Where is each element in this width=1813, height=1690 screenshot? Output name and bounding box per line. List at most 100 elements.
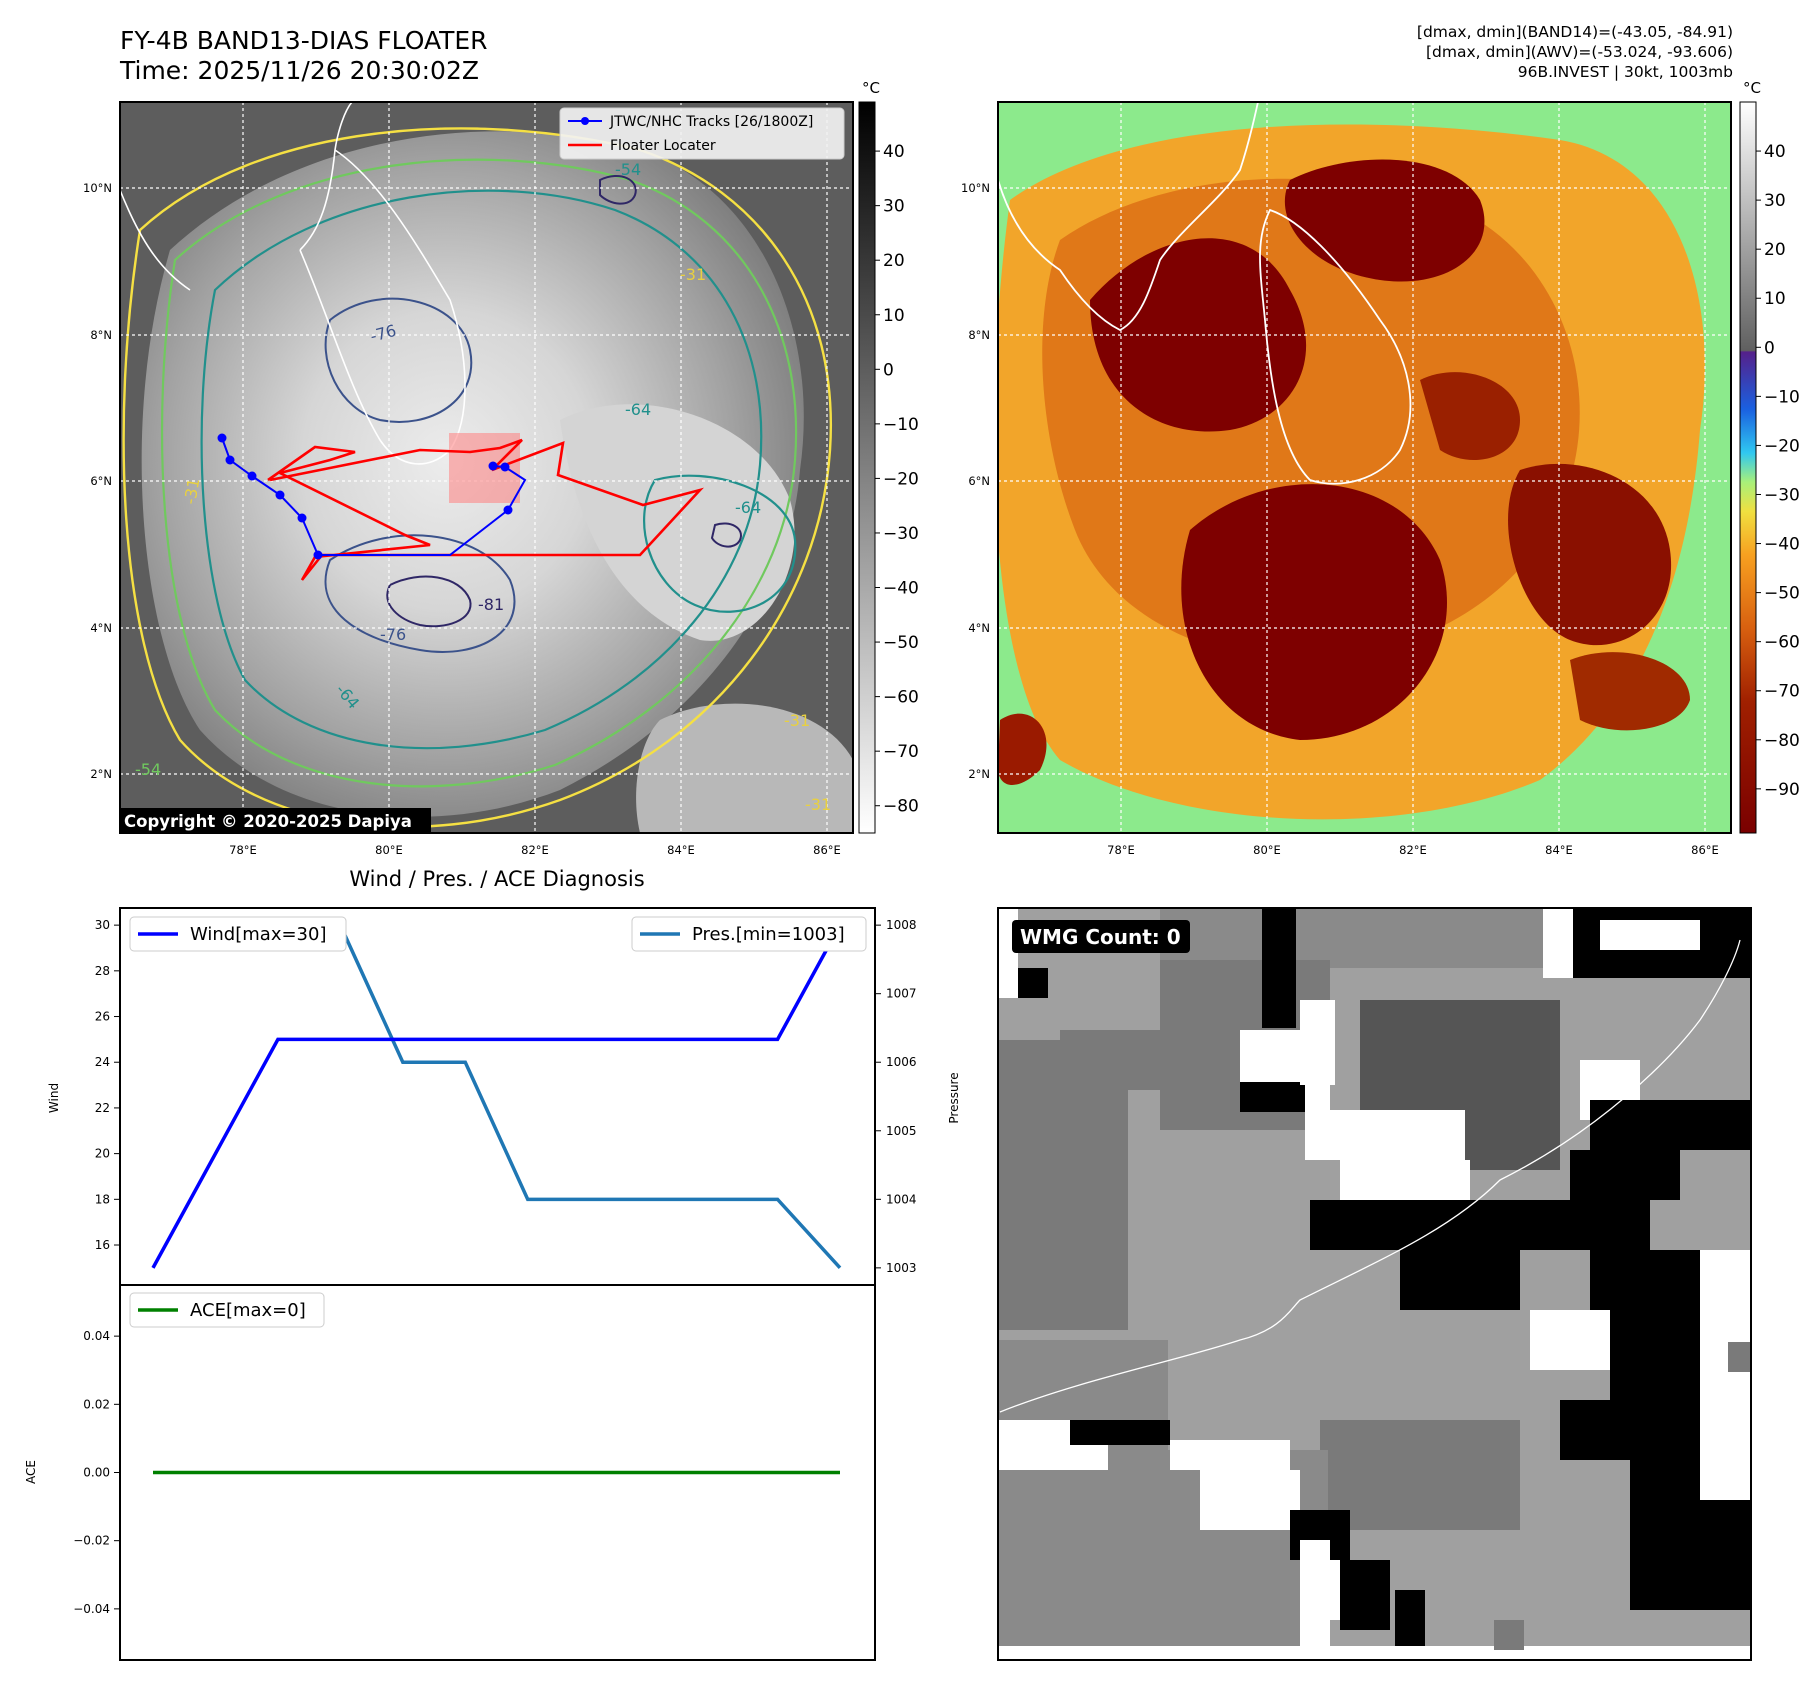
wmg-block (1494, 1620, 1524, 1650)
ace-legend-box (129, 1292, 325, 1328)
wind-series-line (151, 924, 842, 1269)
lat-tick-label: 10°N (961, 181, 990, 195)
wmg-block (998, 1646, 1751, 1660)
colorbar-tick-label: −10 (1764, 387, 1800, 407)
lon-tick-label: 82°E (1399, 843, 1427, 857)
contour-81 (386, 575, 472, 628)
wind-tick-label: 26 (95, 1010, 110, 1024)
pressure-y-label: Pressure (947, 1072, 961, 1123)
wmg-block (1160, 908, 1550, 968)
awv-coastline (998, 102, 1412, 485)
lon-tick-label: 86°E (1691, 843, 1719, 857)
wmg-block (1543, 908, 1573, 978)
colorbar-tick-label: −20 (1764, 436, 1800, 456)
wind-tick-label: 20 (95, 1147, 110, 1161)
wmg-coastline (999, 939, 1741, 1413)
colorbar-tick-label: 40 (1764, 142, 1786, 162)
wmg-block (1310, 1200, 1470, 1250)
wmg-block (1200, 1470, 1300, 1530)
legend-track-label: JTWC/NHC Tracks [26/1800Z] (609, 114, 813, 130)
awv-core-southeast (1570, 652, 1690, 731)
contour-81-east (710, 522, 742, 548)
ace-tick-label: 0.04 (83, 1329, 110, 1343)
colorbar-tick-label: −80 (1764, 731, 1800, 751)
colorbar-tick-label: 0 (883, 360, 894, 380)
colorbar-tick-label: −50 (1764, 584, 1800, 604)
colorbar-tick-label: −20 (883, 469, 919, 489)
colorbar-tick-label: 30 (883, 197, 905, 217)
wmg-block (1305, 1110, 1465, 1160)
wmg-block (1728, 1342, 1751, 1372)
lat-tick-label: 8°N (968, 328, 990, 342)
ir-cloud-east (560, 404, 795, 641)
ace-y-ticks: 0.04 0.02 0.00 −0.02 −0.04 (73, 1329, 120, 1616)
colorbar-tick-label: −60 (1764, 633, 1800, 653)
wmg-block (1018, 968, 1048, 998)
jtwc-track (221, 437, 527, 556)
awv-core-south (1181, 484, 1448, 740)
ir-colorbar-ticks: 40 30 20 10 0 −10 −20 −30 −40 −50 −60 −70 −80 (875, 142, 919, 817)
awv-core-southwest (998, 713, 1047, 785)
colorbar-tick-label: −70 (883, 742, 919, 762)
copyright-text: Copyright © 2020-2025 Dapiya (124, 812, 412, 831)
wmg-count-box (1012, 920, 1190, 953)
wmg-block (1530, 1310, 1610, 1370)
ace-tick-label: −0.04 (73, 1602, 110, 1616)
contour-label: -54 (615, 160, 641, 179)
contour-label: -31 (180, 477, 203, 506)
pressure-legend: Pres.[min=1003] (631, 916, 867, 952)
awv-core-northeast (1284, 159, 1485, 282)
contour-label: -54 (135, 760, 161, 779)
wmg-block (1340, 1560, 1390, 1630)
pressure-tick-label: 1005 (886, 1124, 917, 1138)
wind-tick-label: 24 (95, 1055, 110, 1069)
wind-tick-label: 16 (95, 1238, 110, 1252)
wind-y-ticks: 16 18 20 22 24 26 28 30 (95, 918, 120, 1252)
wmg-block (1170, 1440, 1290, 1470)
contour-label: -64 (735, 498, 761, 517)
colorbar-tick-label: 30 (1764, 191, 1786, 211)
wind-tick-label: 22 (95, 1101, 110, 1115)
colorbar-tick-label: −10 (883, 415, 919, 435)
wmg-block (1570, 1150, 1680, 1200)
awv-colorbar-scale (1739, 101, 1757, 834)
wind-tick-label: 28 (95, 964, 110, 978)
awv-core-mid (1420, 372, 1520, 460)
lat-tick-label: 2°N (90, 767, 112, 781)
wind-legend-box (129, 916, 347, 952)
ir-legend: JTWC/NHC Tracks [26/1800Z] Floater Locat… (559, 107, 845, 160)
ace-chart: 0.04 0.02 0.00 −0.02 −0.04 ACE ACE[max=0] (24, 1284, 876, 1661)
colorbar-tick-label: −80 (883, 797, 919, 817)
colorbar-tick-label: 20 (883, 251, 905, 271)
wind-tick-label: 18 (95, 1192, 110, 1206)
colorbar-tick-label: −40 (1764, 535, 1800, 555)
wmg-block (1600, 920, 1700, 950)
wmg-block (1262, 908, 1296, 1028)
wmg-block (1240, 1082, 1305, 1112)
ace-tick-label: −0.02 (73, 1534, 110, 1548)
wind-plot-area (120, 908, 875, 1285)
wmg-count-label: WMG Count: 0 (1020, 925, 1181, 949)
contour-31 (122, 127, 833, 828)
ir-lat-labels: 10°N 8°N 6°N 4°N 2°N (83, 181, 112, 781)
pressure-tick-label: 1007 (886, 987, 917, 1001)
wind-legend-label: Wind[max=30] (190, 924, 327, 945)
lat-tick-label: 4°N (968, 621, 990, 635)
contour-76-south (324, 534, 516, 653)
lat-tick-label: 2°N (968, 767, 990, 781)
colorbar-tick-label: −50 (883, 633, 919, 653)
ace-frame (119, 1284, 876, 1661)
contour-64-east (643, 474, 797, 613)
jtwc-track-points (217, 433, 513, 560)
awv-map-panel: 78°E 80°E 82°E 84°E 86°E 10°N 8°N 6°N 4°… (961, 101, 1732, 857)
ir-frame (119, 101, 854, 834)
contour-label: -76 (380, 625, 406, 644)
ace-legend: ACE[max=0] (129, 1292, 325, 1328)
contour-81-north (599, 175, 637, 205)
awv-colorbar-unit: °C (1743, 79, 1761, 97)
ace-tick-label: 0.00 (83, 1466, 110, 1480)
awv-core-east (1508, 463, 1672, 646)
awv-gridlines (998, 102, 1731, 833)
